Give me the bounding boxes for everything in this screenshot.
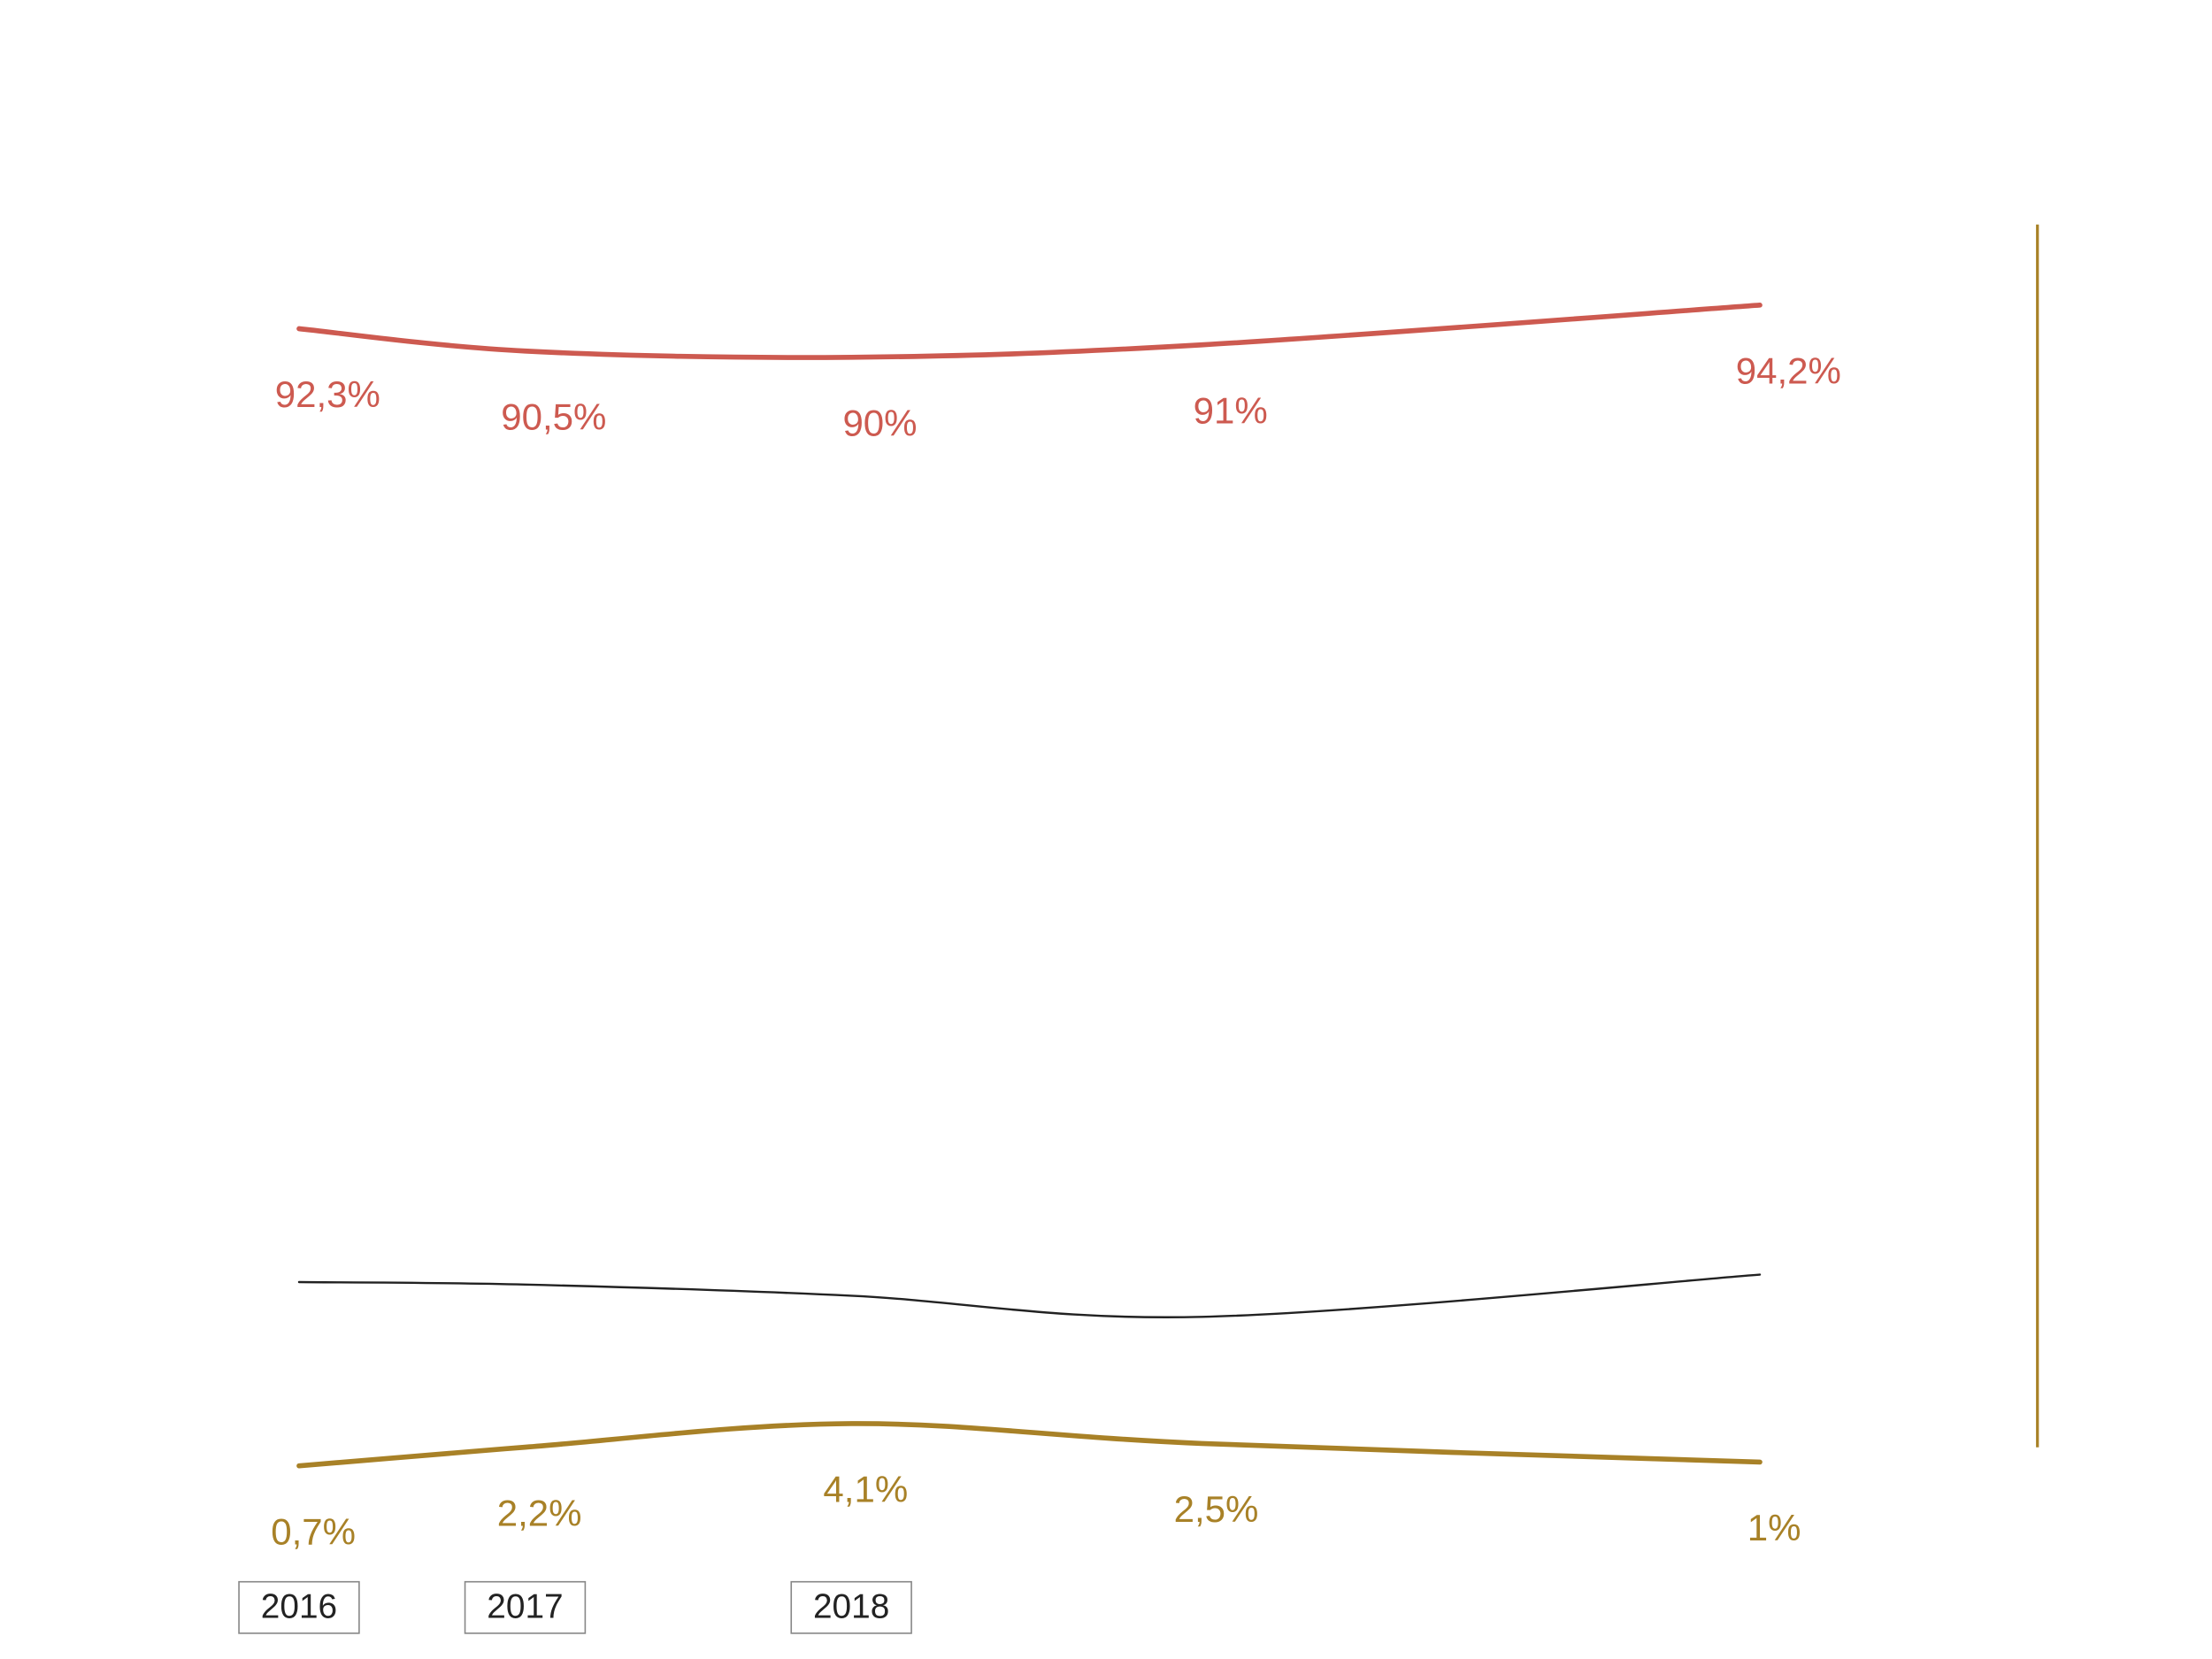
data-label: 2,2% bbox=[497, 1492, 582, 1533]
data-label: 1% bbox=[1747, 1507, 1801, 1548]
x-tick-label: 2018 bbox=[813, 1588, 889, 1626]
x-tick-label: 2017 bbox=[487, 1588, 563, 1626]
data-label: 90% bbox=[842, 402, 917, 443]
data-label: 90,5% bbox=[501, 396, 606, 437]
series-line bbox=[297, 1273, 1762, 1318]
data-label: 2,5% bbox=[1174, 1488, 1259, 1530]
data-label: 4,1% bbox=[823, 1469, 908, 1510]
x-tick-label: 2016 bbox=[261, 1588, 337, 1626]
year-box bbox=[790, 1580, 912, 1634]
data-label: 91% bbox=[1194, 389, 1268, 431]
year-box bbox=[238, 1580, 360, 1634]
series-line bbox=[296, 1421, 1763, 1469]
data-label: 92,3% bbox=[275, 373, 380, 415]
data-label: 0,7% bbox=[271, 1510, 356, 1552]
year-box bbox=[464, 1580, 587, 1634]
series-line bbox=[296, 303, 1763, 360]
data-label: 94,2% bbox=[1736, 350, 1841, 392]
